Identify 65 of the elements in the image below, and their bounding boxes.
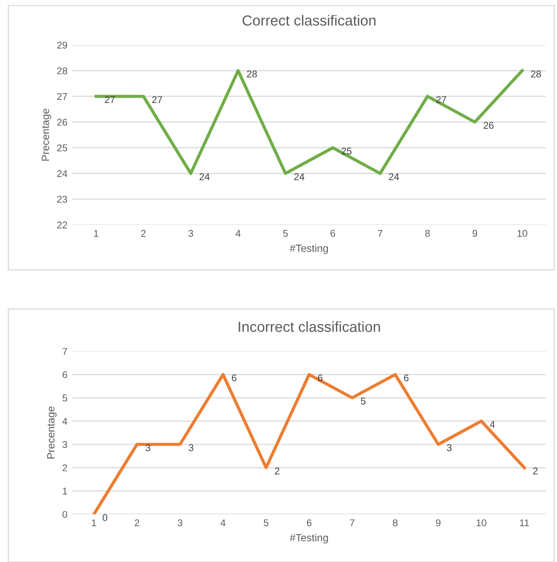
y-tick-label: 22 xyxy=(57,222,68,228)
x-tick-label: 8 xyxy=(425,230,430,237)
y-tick-label: 7 xyxy=(62,348,68,355)
data-label: 2 xyxy=(274,468,280,474)
x-tick-label: 6 xyxy=(330,230,336,237)
y-tick-label: 29 xyxy=(57,42,68,49)
y-axis-title: Precentage xyxy=(47,406,57,459)
x-tick-label: 7 xyxy=(378,230,382,237)
x-tick-label: 8 xyxy=(392,519,398,526)
y-tick-label: 1 xyxy=(62,488,68,494)
data-label: 24 xyxy=(388,173,400,180)
x-tick-label: 5 xyxy=(264,519,268,526)
line-series xyxy=(94,69,524,175)
data-label: 28 xyxy=(531,70,541,78)
y-tick-label: 4 xyxy=(62,418,68,425)
x-tick-label: 7 xyxy=(350,519,354,526)
y-tick-label: 3 xyxy=(62,441,68,448)
x-axis-title: #Testing xyxy=(290,244,328,254)
line-series xyxy=(92,373,526,514)
data-label: 6 xyxy=(232,374,236,382)
x-axis-title: #Testing xyxy=(290,534,328,544)
x-tick-label: 10 xyxy=(476,519,486,526)
y-tick-label: 6 xyxy=(62,371,68,378)
y-tick-label: 24 xyxy=(57,170,68,177)
x-tick-label: 1 xyxy=(92,519,96,526)
x-tick-label: 6 xyxy=(306,519,312,526)
x-tick-label: 3 xyxy=(188,230,194,237)
x-tick-label: 4 xyxy=(220,519,226,526)
x-tick-label: 9 xyxy=(472,230,478,237)
x-tick-label: 2 xyxy=(141,230,146,237)
y-axis-title: Precentage xyxy=(42,108,52,161)
y-tick-label: 5 xyxy=(62,394,68,402)
data-label: 24 xyxy=(294,173,304,180)
x-tick-label: 5 xyxy=(283,230,288,237)
data-label: 27 xyxy=(436,96,446,104)
y-tick-label: 26 xyxy=(57,118,68,126)
data-label: 24 xyxy=(200,173,210,180)
data-label: 4 xyxy=(490,421,495,428)
data-label: 3 xyxy=(188,444,194,452)
x-tick-label: 3 xyxy=(178,519,182,526)
x-tick-label: 11 xyxy=(520,519,529,526)
data-label: 0 xyxy=(102,514,108,522)
y-tick-label: 23 xyxy=(57,196,68,203)
data-label: 26 xyxy=(484,122,494,129)
data-label: 6 xyxy=(404,374,409,382)
y-tick-label: 2 xyxy=(62,464,68,472)
chart-title: Incorrect classification xyxy=(238,321,380,332)
y-tick-label: 27 xyxy=(57,93,68,100)
x-tick-label: 1 xyxy=(94,230,98,237)
x-tick-label: 2 xyxy=(134,519,140,526)
x-tick-label: 9 xyxy=(436,519,440,526)
x-tick-label: 4 xyxy=(236,230,241,237)
data-label: 28 xyxy=(246,70,257,78)
chart-title: Correct classification xyxy=(242,14,376,26)
data-label: 25 xyxy=(342,148,352,154)
data-label: 3 xyxy=(146,444,150,452)
data-label: 3 xyxy=(446,444,452,452)
y-tick-label: 25 xyxy=(57,144,68,152)
data-label: 27 xyxy=(104,96,115,104)
data-label: 5 xyxy=(360,398,366,405)
x-tick-label: 10 xyxy=(518,230,528,237)
y-tick-label: 28 xyxy=(57,67,68,74)
data-label: 27 xyxy=(152,96,162,104)
data-label: 2 xyxy=(533,468,538,474)
y-tick-label: 0 xyxy=(62,510,68,518)
